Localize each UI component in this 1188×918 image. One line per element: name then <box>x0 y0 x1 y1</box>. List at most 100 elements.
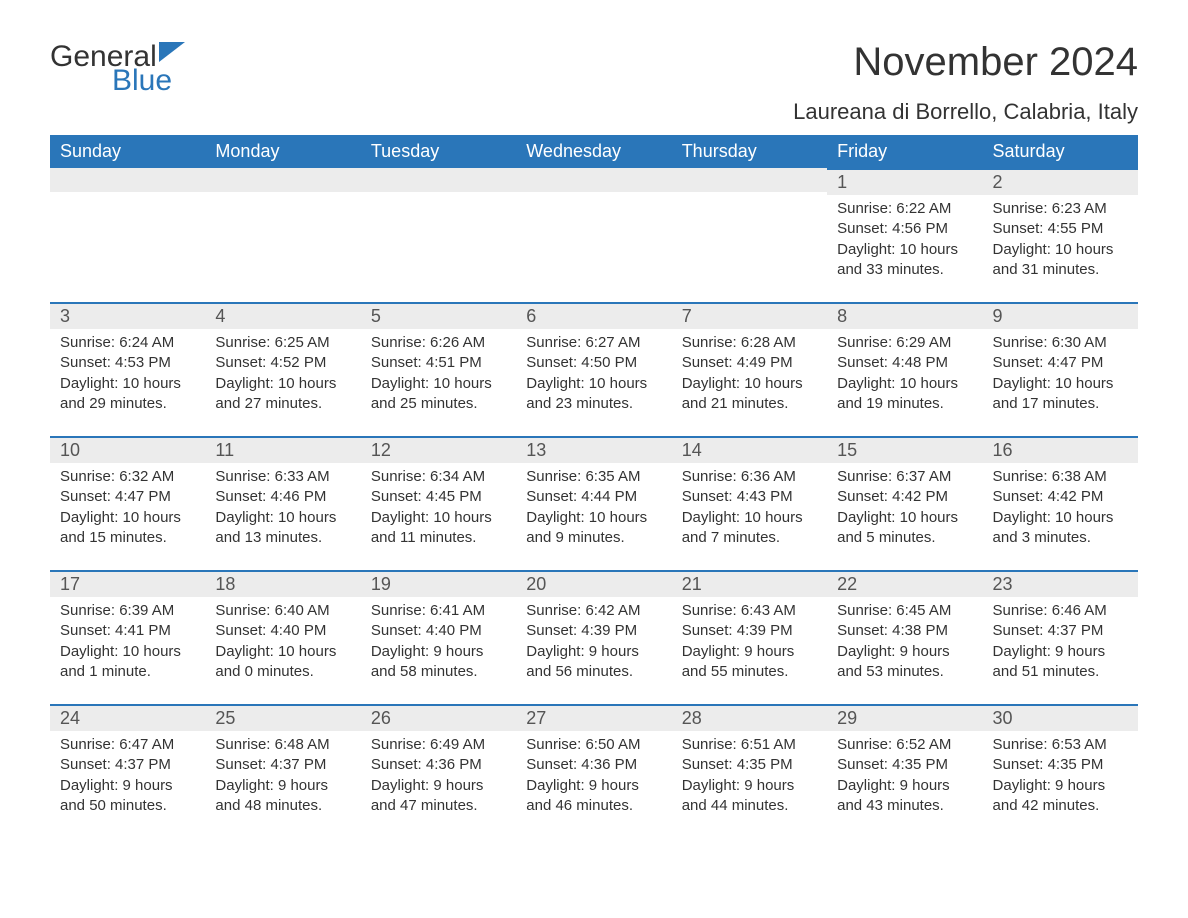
day-number: 20 <box>516 570 671 597</box>
day-dl2: and 44 minutes. <box>682 796 817 816</box>
empty-day-bar <box>361 168 516 192</box>
day-sr: Sunrise: 6:52 AM <box>837 735 972 755</box>
calendar-day-cell: 2Sunrise: 6:23 AMSunset: 4:55 PMDaylight… <box>983 168 1138 302</box>
weekday-header: Wednesday <box>516 135 671 168</box>
day-sr: Sunrise: 6:43 AM <box>682 601 817 621</box>
weekday-header-row: Sunday Monday Tuesday Wednesday Thursday… <box>50 135 1138 168</box>
day-details: Sunrise: 6:40 AMSunset: 4:40 PMDaylight:… <box>205 597 360 690</box>
day-dl1: Daylight: 10 hours <box>371 508 506 528</box>
day-ss: Sunset: 4:47 PM <box>993 353 1128 373</box>
day-number: 17 <box>50 570 205 597</box>
day-dl1: Daylight: 10 hours <box>526 508 661 528</box>
day-dl2: and 1 minute. <box>60 662 195 682</box>
day-details: Sunrise: 6:47 AMSunset: 4:37 PMDaylight:… <box>50 731 205 824</box>
day-number: 18 <box>205 570 360 597</box>
day-details: Sunrise: 6:23 AMSunset: 4:55 PMDaylight:… <box>983 195 1138 288</box>
day-details: Sunrise: 6:42 AMSunset: 4:39 PMDaylight:… <box>516 597 671 690</box>
day-sr: Sunrise: 6:53 AM <box>993 735 1128 755</box>
calendar-day-cell: 14Sunrise: 6:36 AMSunset: 4:43 PMDayligh… <box>672 436 827 570</box>
day-sr: Sunrise: 6:35 AM <box>526 467 661 487</box>
day-dl1: Daylight: 10 hours <box>837 374 972 394</box>
calendar-day-cell: 28Sunrise: 6:51 AMSunset: 4:35 PMDayligh… <box>672 704 827 838</box>
day-sr: Sunrise: 6:29 AM <box>837 333 972 353</box>
day-dl1: Daylight: 10 hours <box>993 240 1128 260</box>
calendar-table: Sunday Monday Tuesday Wednesday Thursday… <box>50 135 1138 838</box>
calendar-day-cell: 11Sunrise: 6:33 AMSunset: 4:46 PMDayligh… <box>205 436 360 570</box>
day-sr: Sunrise: 6:24 AM <box>60 333 195 353</box>
calendar-day-cell: 21Sunrise: 6:43 AMSunset: 4:39 PMDayligh… <box>672 570 827 704</box>
empty-day-bar <box>672 168 827 192</box>
day-details: Sunrise: 6:50 AMSunset: 4:36 PMDaylight:… <box>516 731 671 824</box>
day-sr: Sunrise: 6:26 AM <box>371 333 506 353</box>
day-sr: Sunrise: 6:39 AM <box>60 601 195 621</box>
day-dl1: Daylight: 10 hours <box>682 374 817 394</box>
calendar-day-cell: 18Sunrise: 6:40 AMSunset: 4:40 PMDayligh… <box>205 570 360 704</box>
day-dl2: and 29 minutes. <box>60 394 195 414</box>
day-details: Sunrise: 6:46 AMSunset: 4:37 PMDaylight:… <box>983 597 1138 690</box>
day-ss: Sunset: 4:53 PM <box>60 353 195 373</box>
calendar-day-cell: 9Sunrise: 6:30 AMSunset: 4:47 PMDaylight… <box>983 302 1138 436</box>
day-ss: Sunset: 4:55 PM <box>993 219 1128 239</box>
day-number: 5 <box>361 302 516 329</box>
day-number: 27 <box>516 704 671 731</box>
day-ss: Sunset: 4:47 PM <box>60 487 195 507</box>
calendar-day-cell: 30Sunrise: 6:53 AMSunset: 4:35 PMDayligh… <box>983 704 1138 838</box>
day-details: Sunrise: 6:39 AMSunset: 4:41 PMDaylight:… <box>50 597 205 690</box>
day-details: Sunrise: 6:22 AMSunset: 4:56 PMDaylight:… <box>827 195 982 288</box>
calendar-week-row: 1Sunrise: 6:22 AMSunset: 4:56 PMDaylight… <box>50 168 1138 302</box>
day-dl1: Daylight: 10 hours <box>526 374 661 394</box>
calendar-day-cell: 29Sunrise: 6:52 AMSunset: 4:35 PMDayligh… <box>827 704 982 838</box>
day-dl1: Daylight: 9 hours <box>682 776 817 796</box>
day-dl2: and 25 minutes. <box>371 394 506 414</box>
location: Laureana di Borrello, Calabria, Italy <box>793 99 1138 125</box>
calendar-day-cell <box>205 168 360 302</box>
day-details: Sunrise: 6:38 AMSunset: 4:42 PMDaylight:… <box>983 463 1138 556</box>
weekday-header: Tuesday <box>361 135 516 168</box>
day-number: 23 <box>983 570 1138 597</box>
day-dl1: Daylight: 9 hours <box>371 776 506 796</box>
day-details: Sunrise: 6:36 AMSunset: 4:43 PMDaylight:… <box>672 463 827 556</box>
day-number: 12 <box>361 436 516 463</box>
day-details: Sunrise: 6:45 AMSunset: 4:38 PMDaylight:… <box>827 597 982 690</box>
day-ss: Sunset: 4:36 PM <box>526 755 661 775</box>
day-ss: Sunset: 4:37 PM <box>993 621 1128 641</box>
day-dl2: and 47 minutes. <box>371 796 506 816</box>
day-dl2: and 7 minutes. <box>682 528 817 548</box>
calendar-day-cell: 25Sunrise: 6:48 AMSunset: 4:37 PMDayligh… <box>205 704 360 838</box>
calendar-day-cell: 8Sunrise: 6:29 AMSunset: 4:48 PMDaylight… <box>827 302 982 436</box>
weekday-header: Sunday <box>50 135 205 168</box>
day-sr: Sunrise: 6:37 AM <box>837 467 972 487</box>
day-sr: Sunrise: 6:23 AM <box>993 199 1128 219</box>
day-ss: Sunset: 4:42 PM <box>837 487 972 507</box>
day-ss: Sunset: 4:43 PM <box>682 487 817 507</box>
calendar-day-cell <box>50 168 205 302</box>
day-dl2: and 51 minutes. <box>993 662 1128 682</box>
calendar-day-cell: 24Sunrise: 6:47 AMSunset: 4:37 PMDayligh… <box>50 704 205 838</box>
day-details: Sunrise: 6:24 AMSunset: 4:53 PMDaylight:… <box>50 329 205 422</box>
day-dl1: Daylight: 10 hours <box>837 240 972 260</box>
day-number: 29 <box>827 704 982 731</box>
calendar-week-row: 24Sunrise: 6:47 AMSunset: 4:37 PMDayligh… <box>50 704 1138 838</box>
day-dl1: Daylight: 9 hours <box>215 776 350 796</box>
day-ss: Sunset: 4:38 PM <box>837 621 972 641</box>
day-details: Sunrise: 6:28 AMSunset: 4:49 PMDaylight:… <box>672 329 827 422</box>
day-dl1: Daylight: 10 hours <box>993 374 1128 394</box>
day-ss: Sunset: 4:42 PM <box>993 487 1128 507</box>
day-dl1: Daylight: 9 hours <box>837 776 972 796</box>
day-ss: Sunset: 4:56 PM <box>837 219 972 239</box>
day-number: 13 <box>516 436 671 463</box>
day-dl2: and 43 minutes. <box>837 796 972 816</box>
day-details: Sunrise: 6:27 AMSunset: 4:50 PMDaylight:… <box>516 329 671 422</box>
day-details: Sunrise: 6:25 AMSunset: 4:52 PMDaylight:… <box>205 329 360 422</box>
calendar-day-cell: 1Sunrise: 6:22 AMSunset: 4:56 PMDaylight… <box>827 168 982 302</box>
day-details: Sunrise: 6:29 AMSunset: 4:48 PMDaylight:… <box>827 329 982 422</box>
calendar-day-cell: 10Sunrise: 6:32 AMSunset: 4:47 PMDayligh… <box>50 436 205 570</box>
day-dl2: and 31 minutes. <box>993 260 1128 280</box>
weekday-header: Friday <box>827 135 982 168</box>
day-ss: Sunset: 4:40 PM <box>371 621 506 641</box>
day-sr: Sunrise: 6:48 AM <box>215 735 350 755</box>
day-dl2: and 5 minutes. <box>837 528 972 548</box>
day-dl1: Daylight: 10 hours <box>993 508 1128 528</box>
day-sr: Sunrise: 6:38 AM <box>993 467 1128 487</box>
day-dl2: and 3 minutes. <box>993 528 1128 548</box>
